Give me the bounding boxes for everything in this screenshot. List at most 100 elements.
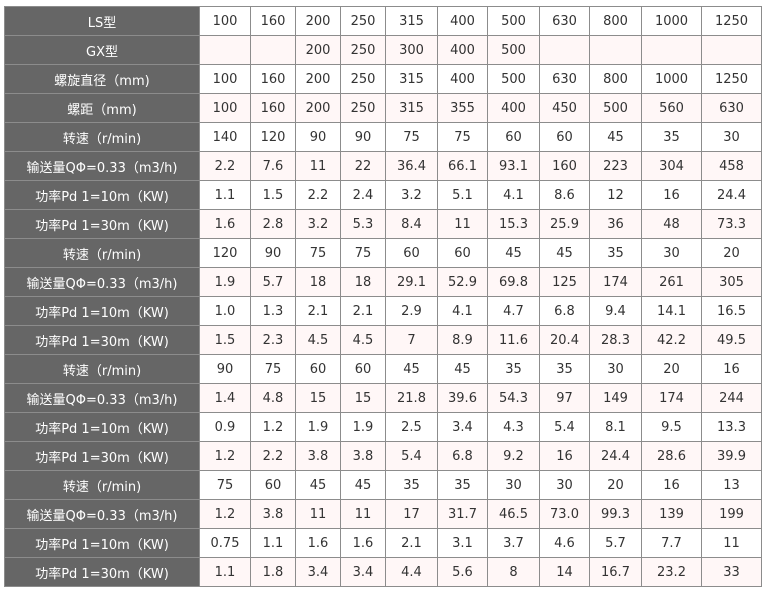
table-cell: 9.2	[487, 441, 540, 471]
table-cell	[641, 35, 702, 65]
table-cell: 7.6	[250, 151, 296, 181]
table-cell: 160	[250, 93, 296, 123]
table-cell: 630	[701, 93, 762, 123]
row-header: 螺距（mm)	[4, 93, 200, 123]
table-cell: 400	[437, 64, 488, 94]
table-cell: 1.9	[340, 412, 386, 442]
table-cell: 1.0	[199, 296, 251, 326]
row-header: 输送量QΦ=0.33（m3/h)	[4, 499, 200, 529]
table-cell: 30	[539, 470, 590, 500]
table-cell: 90	[340, 122, 386, 152]
table-cell: 1.2	[250, 412, 296, 442]
table-cell: 75	[250, 354, 296, 384]
table-cell: 16.5	[701, 296, 762, 326]
table-cell: 2.3	[250, 325, 296, 355]
table-cell: 1.6	[199, 209, 251, 239]
table-cell: 14	[539, 557, 590, 587]
table-row: 功率Pd 1=30m（KW) 1.6 2.8 3.2 5.3 8.4 11 15.3 25.9 3…	[4, 209, 762, 239]
table-cell: 30	[487, 470, 540, 500]
table-cell: 28.6	[641, 441, 702, 471]
table-cell: 6.8	[539, 296, 590, 326]
table-cell: 250	[340, 64, 386, 94]
table-cell: 1.5	[199, 325, 251, 355]
table-cell: 1.1	[199, 557, 251, 587]
table-cell: 75	[385, 122, 438, 152]
row-header: 输送量QΦ=0.33（m3/h)	[4, 151, 200, 181]
table-cell: 2.4	[340, 180, 386, 210]
table-row: 输送量QΦ=0.33（m3/h) 1.4 4.8 15 15 21.8 39.6 54.3 97…	[4, 383, 762, 413]
table-cell	[589, 35, 642, 65]
table-cell: 90	[295, 122, 341, 152]
table-cell: 500	[487, 35, 540, 65]
table-cell: 11	[340, 499, 386, 529]
table-cell: 2.2	[199, 151, 251, 181]
table-row: 功率Pd 1=10m（KW) 0.9 1.2 1.9 1.9 2.5 3.4 4.3 5.4 8.…	[4, 412, 762, 442]
table-cell: 2.1	[385, 528, 438, 558]
table-cell: 200	[295, 6, 341, 36]
table-cell: 125	[539, 267, 590, 297]
row-header: 功率Pd 1=30m（KW)	[4, 209, 200, 239]
table-cell: 4.3	[487, 412, 540, 442]
table-cell: 4.5	[295, 325, 341, 355]
table-cell: 5.6	[437, 557, 488, 587]
table-cell: 120	[199, 238, 251, 268]
table-cell: 140	[199, 122, 251, 152]
table-cell: 18	[340, 267, 386, 297]
table-cell: 450	[539, 93, 590, 123]
table-cell: 2.5	[385, 412, 438, 442]
table-cell: 48	[641, 209, 702, 239]
table-row: 转速（r/min) 140 120 90 90 75 75 60 60 45 35 30	[4, 122, 762, 152]
table-cell: 4.1	[487, 180, 540, 210]
table-cell: 20.4	[539, 325, 590, 355]
table-cell: 200	[295, 35, 341, 65]
table-cell	[701, 35, 762, 65]
table-cell: 1.2	[199, 499, 251, 529]
table-cell: 35	[437, 470, 488, 500]
table-row: 转速（r/min) 120 90 75 75 60 60 45 45 35 30 20	[4, 238, 762, 268]
table-cell: 315	[385, 64, 438, 94]
table-cell: 90	[199, 354, 251, 384]
row-header: 输送量QΦ=0.33（m3/h)	[4, 383, 200, 413]
table-cell: 5.7	[589, 528, 642, 558]
table-cell: 315	[385, 93, 438, 123]
table-cell: 315	[385, 6, 438, 36]
table-cell: 29.1	[385, 267, 438, 297]
table-cell: 1000	[641, 6, 702, 36]
table-row: 输送量QΦ=0.33（m3/h) 1.9 5.7 18 18 29.1 52.9 69.8 12…	[4, 267, 762, 297]
table-cell: 2.1	[295, 296, 341, 326]
table-cell: 1.1	[199, 180, 251, 210]
table-cell: 24.4	[701, 180, 762, 210]
table-cell: 30	[589, 354, 642, 384]
row-header: 螺旋直径（mm)	[4, 64, 200, 94]
table-cell: 3.4	[340, 557, 386, 587]
table-cell: 73.3	[701, 209, 762, 239]
row-header: 功率Pd 1=10m（KW)	[4, 412, 200, 442]
table-cell: 4.6	[539, 528, 590, 558]
table-cell: 3.7	[487, 528, 540, 558]
table-row: 转速（r/min) 75 60 45 45 35 35 30 30 20 16 13	[4, 470, 762, 500]
table-cell: 21.8	[385, 383, 438, 413]
table-cell: 630	[539, 64, 590, 94]
table-cell: 100	[199, 64, 251, 94]
table-cell: 45	[539, 238, 590, 268]
table-cell: 261	[641, 267, 702, 297]
table-cell: 800	[589, 64, 642, 94]
table-cell: 13	[701, 470, 762, 500]
table-row: 功率Pd 1=10m（KW) 1.0 1.3 2.1 2.1 2.9 4.1 4.7 6.8 9.…	[4, 296, 762, 326]
table-cell: 90	[250, 238, 296, 268]
table-cell: 16	[701, 354, 762, 384]
table-cell: 2.9	[385, 296, 438, 326]
table-cell: 8	[487, 557, 540, 587]
table-cell: 36	[589, 209, 642, 239]
table-cell: 2.2	[250, 441, 296, 471]
table-cell: 139	[641, 499, 702, 529]
table-cell: 100	[199, 6, 251, 36]
table-cell: 0.9	[199, 412, 251, 442]
table-row: 输送量QΦ=0.33（m3/h) 2.2 7.6 11 22 36.4 66.1 93.1 16…	[4, 151, 762, 181]
table-cell: 355	[437, 93, 488, 123]
table-cell: 8.6	[539, 180, 590, 210]
table-cell: 20	[589, 470, 642, 500]
table-cell: 1.9	[199, 267, 251, 297]
table-cell: 4.4	[385, 557, 438, 587]
table-cell: 45	[385, 354, 438, 384]
